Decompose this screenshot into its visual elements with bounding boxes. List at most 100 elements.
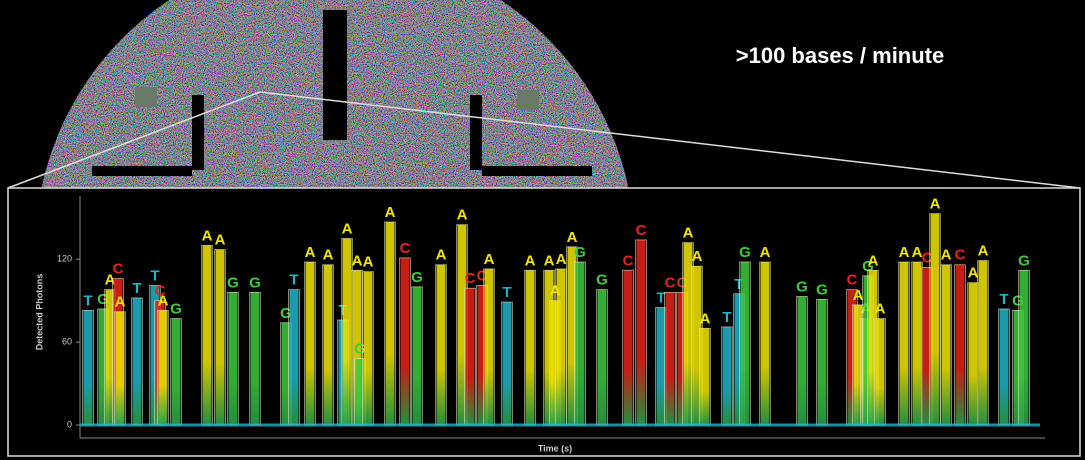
pulse bbox=[458, 225, 467, 425]
base-call: A bbox=[556, 251, 567, 268]
pulse bbox=[576, 262, 585, 425]
base-call: A bbox=[352, 252, 363, 269]
pulse bbox=[343, 239, 352, 425]
pulse bbox=[116, 312, 125, 425]
pulse bbox=[956, 265, 965, 425]
pulse bbox=[741, 262, 750, 425]
base-call: A bbox=[700, 310, 711, 327]
base-call: G bbox=[816, 281, 828, 298]
pulse bbox=[923, 268, 932, 425]
pulse bbox=[290, 290, 299, 425]
base-call: T bbox=[132, 280, 141, 297]
pulse bbox=[251, 292, 260, 425]
y-tick-label: 120 bbox=[57, 254, 72, 264]
base-call: A bbox=[875, 301, 886, 318]
base-call: A bbox=[968, 265, 979, 282]
base-call: T bbox=[289, 272, 298, 289]
base-call: A bbox=[930, 196, 941, 213]
base-call: T bbox=[722, 309, 731, 326]
base-call: A bbox=[342, 221, 353, 238]
pulse bbox=[203, 245, 212, 425]
pulse bbox=[485, 269, 494, 425]
base-call: A bbox=[544, 252, 555, 269]
pulse bbox=[229, 292, 238, 425]
headline: >100 bases / minute bbox=[736, 43, 945, 68]
pulse bbox=[413, 287, 422, 425]
base-call: A bbox=[484, 251, 495, 268]
figure: >100 bases / minute Detected Photons Tim… bbox=[0, 0, 1085, 460]
base-call: G bbox=[170, 301, 182, 318]
pulse bbox=[364, 272, 373, 425]
pulse bbox=[324, 265, 333, 425]
base-call: T bbox=[502, 284, 511, 301]
pulse bbox=[1000, 309, 1009, 425]
pulse bbox=[172, 319, 181, 425]
base-call: G bbox=[596, 272, 608, 289]
pulse bbox=[216, 250, 225, 425]
pulse bbox=[969, 283, 978, 425]
base-call: A bbox=[525, 252, 536, 269]
pulse bbox=[282, 323, 291, 425]
pulse bbox=[401, 258, 410, 425]
pulse bbox=[723, 327, 732, 425]
base-call: A bbox=[760, 244, 771, 261]
pulse bbox=[624, 270, 633, 425]
pulse bbox=[1020, 270, 1029, 425]
base-call: A bbox=[978, 243, 989, 260]
y-tick-label: 0 bbox=[67, 419, 72, 429]
base-call: A bbox=[683, 225, 694, 242]
pulse bbox=[913, 262, 922, 425]
pulse bbox=[159, 310, 168, 425]
y-tick-label: 60 bbox=[62, 337, 72, 347]
pulse bbox=[761, 262, 770, 425]
base-call: T bbox=[83, 292, 92, 309]
pulse bbox=[568, 247, 577, 425]
base-call: G bbox=[249, 274, 261, 291]
pulse bbox=[637, 240, 646, 425]
base-call: C bbox=[955, 247, 966, 264]
pulse bbox=[900, 262, 909, 425]
pulse bbox=[466, 288, 475, 425]
base-call: A bbox=[323, 247, 334, 264]
pulse bbox=[666, 292, 675, 425]
base-call: C bbox=[623, 252, 634, 269]
base-call: G bbox=[227, 274, 239, 291]
pulse bbox=[598, 290, 607, 425]
base-call: G bbox=[1018, 252, 1030, 269]
pulse bbox=[106, 290, 115, 425]
x-axis-label: Time (s) bbox=[538, 443, 572, 453]
pulse bbox=[876, 319, 885, 425]
pulse bbox=[133, 298, 142, 425]
base-call: A bbox=[868, 252, 879, 269]
base-call: C bbox=[113, 261, 124, 278]
pulse bbox=[437, 265, 446, 425]
base-call: A bbox=[436, 247, 447, 264]
base-call: A bbox=[363, 254, 374, 271]
base-call: C bbox=[400, 240, 411, 257]
base-call: C bbox=[465, 270, 476, 287]
base-call: A bbox=[457, 207, 468, 224]
pulse bbox=[701, 328, 710, 425]
base-call: A bbox=[385, 204, 396, 221]
pulse bbox=[693, 266, 702, 425]
pulse bbox=[854, 305, 863, 425]
base-call: A bbox=[215, 232, 226, 249]
pulse bbox=[798, 297, 807, 425]
pulse bbox=[84, 310, 93, 425]
pulse bbox=[557, 269, 566, 425]
pulse bbox=[979, 261, 988, 425]
base-call: G bbox=[739, 244, 751, 261]
y-axis-label: Detected Photons bbox=[34, 274, 44, 351]
base-call: A bbox=[115, 294, 126, 311]
base-call: A bbox=[941, 247, 952, 264]
pulse bbox=[386, 222, 395, 425]
pulse bbox=[818, 299, 827, 425]
pulse bbox=[942, 265, 951, 425]
base-call: A bbox=[692, 248, 703, 265]
base-call: A bbox=[899, 244, 910, 261]
pulse bbox=[306, 262, 315, 425]
base-call: C bbox=[636, 222, 647, 239]
pulse bbox=[931, 214, 940, 425]
pulse bbox=[503, 302, 512, 425]
base-call: C bbox=[665, 274, 676, 291]
